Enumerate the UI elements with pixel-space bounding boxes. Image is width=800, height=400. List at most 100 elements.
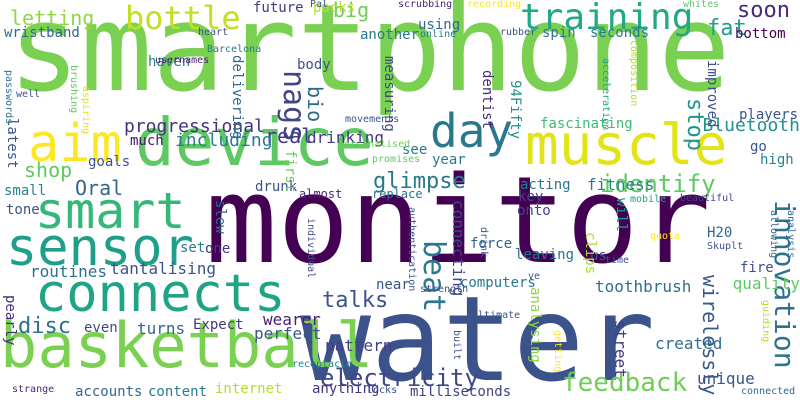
word-computers: computers — [460, 275, 536, 291]
word-internet: internet — [215, 381, 283, 397]
word-fire: fire — [740, 260, 774, 276]
word-usernames: usernames — [155, 55, 210, 66]
word-online: online — [420, 29, 457, 40]
word-aim: aim — [28, 114, 122, 174]
word-acceleration: acceleration — [600, 58, 611, 131]
word-see: see — [402, 142, 428, 158]
word-progressional: progressional — [124, 116, 265, 137]
word-built: built — [451, 330, 462, 361]
word-routines: routines — [30, 262, 108, 281]
word-almost: almost — [299, 187, 343, 201]
word-recording: recording — [467, 0, 522, 10]
word-scrubbing: scrubbing — [398, 0, 453, 10]
word-content: content — [148, 384, 208, 400]
word-high: high — [760, 152, 794, 168]
word-composition: composition — [628, 40, 639, 107]
word-drinking: drinking — [307, 128, 385, 147]
word-device: device — [135, 104, 374, 181]
word-quality: quality — [732, 274, 800, 293]
word-force: force — [470, 236, 513, 252]
word-near: near — [376, 277, 410, 293]
word-spin: spin — [542, 25, 576, 41]
word-will: will — [613, 198, 629, 232]
word-receptacle: receptacle — [292, 359, 353, 370]
word-shop: shop — [24, 158, 73, 182]
word-acting: acting — [520, 177, 571, 193]
word-glimpse: glimpse — [373, 169, 466, 194]
word-clips: clips — [582, 232, 598, 275]
word-pal: Pal — [310, 0, 329, 10]
word-using: using — [418, 17, 461, 33]
word-brushing: brushing — [68, 65, 79, 114]
word-aspiring: aspiring — [80, 86, 91, 135]
word-replace: replace — [372, 187, 423, 201]
word-disc: disc — [18, 314, 71, 339]
word-innovation: innovation — [768, 200, 800, 369]
word-locks: locks — [367, 385, 398, 396]
word-94fifty: 94Fifty — [507, 80, 523, 140]
word-identify: identify — [600, 170, 716, 198]
word-fat: fat — [707, 16, 747, 41]
word-beat: beat — [416, 240, 451, 313]
word-wristband: wristband — [4, 25, 80, 41]
word-created: created — [655, 334, 723, 353]
word-stop: stop — [682, 98, 707, 151]
word-ultimate: ultimate — [472, 310, 521, 321]
word-tone: tone — [6, 202, 40, 218]
word-well: well — [16, 89, 41, 100]
word-tantalising: tantalising — [110, 259, 216, 278]
word-including: including — [175, 130, 273, 151]
word-time: time — [605, 255, 630, 266]
word-another: another — [360, 27, 420, 43]
word-big: big — [333, 0, 370, 22]
word-fitness: fitness — [587, 175, 655, 194]
word-onto: onto — [517, 203, 551, 219]
word-us: us — [590, 248, 607, 264]
word-nags: nags — [276, 70, 311, 143]
word-personalised: personalised — [338, 139, 411, 150]
word-real: real — [265, 124, 314, 148]
word-connecting: connecting — [449, 200, 468, 297]
word-feedback: feedback — [562, 368, 688, 398]
word-year: year — [432, 152, 466, 168]
word-turns: turns — [137, 319, 186, 338]
word-unique: unique — [697, 369, 755, 388]
word-drink: drink — [478, 227, 489, 258]
word-body: body — [297, 57, 331, 73]
word-h20: H20 — [707, 225, 733, 241]
word-barcelona: Barcelona — [207, 44, 262, 55]
word-key: key — [518, 189, 544, 205]
word-promises: promises — [372, 154, 421, 165]
word-perfect: perfect — [254, 324, 322, 343]
word-water: water — [300, 270, 656, 400]
word-dentist: dentist — [479, 70, 495, 130]
word-skuplt: Skuplt — [707, 241, 744, 252]
word-accounts: accounts — [75, 384, 143, 400]
word-go: go — [750, 139, 767, 155]
word-individual: individual — [305, 218, 316, 279]
word-pattern: pattern — [325, 336, 393, 355]
word-heart: heart — [198, 27, 229, 38]
word-bluetooth: Bluetooth — [702, 115, 800, 136]
word-passwords: passwords — [3, 70, 14, 125]
word-wearer: wearer — [263, 310, 321, 329]
word-allowing: allowing — [768, 210, 779, 259]
word-street: street — [611, 320, 630, 378]
word-monitor: monitor — [205, 152, 711, 291]
word-authentication: authentication — [406, 207, 417, 292]
word-smartphone: smartphone — [8, 0, 731, 119]
word-analysis: analysis — [785, 210, 796, 259]
word-connected: connected — [741, 386, 796, 397]
word-seconds: seconds — [590, 25, 650, 41]
word-slew: slew — [212, 200, 228, 234]
word-guiding: guiding — [760, 300, 771, 343]
word-bottom: bottom — [735, 26, 786, 42]
word-one: one — [205, 241, 231, 257]
word-toothbrush: toothbrush — [595, 277, 692, 296]
word-getting: getting — [552, 330, 563, 373]
word-anything: anything — [312, 381, 380, 397]
word-electricity: electricity — [320, 364, 479, 392]
word-day: day — [430, 104, 514, 158]
word-future: future — [253, 0, 304, 16]
word-even: even — [84, 320, 118, 336]
